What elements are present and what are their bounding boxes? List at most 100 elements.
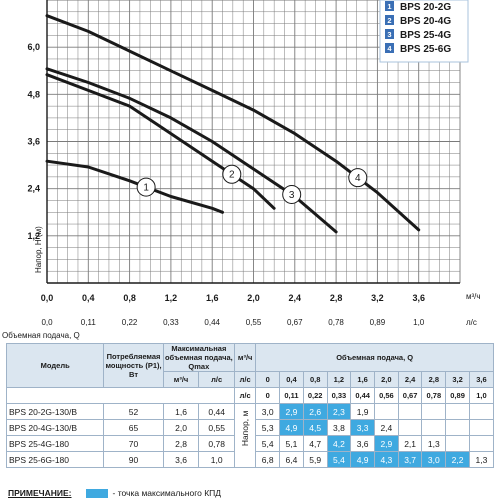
col-qmax-header: Максимальная объемная подача, Qmax (162, 343, 235, 372)
head-cell: 5,1 (279, 435, 304, 452)
flow-ls-cell: 0,89 (445, 387, 470, 404)
legend-label: BPS 20-2G (400, 2, 451, 13)
flow-ls-cell: 0,22 (302, 387, 328, 404)
flow-unit-ls-row: л/с (233, 387, 257, 404)
curve-marker-label-2: 2 (229, 170, 235, 181)
flow-col-header: 3,6 (468, 371, 495, 388)
table-row: BPS 25-6G-180 90 3,6 1,0 6,8 6,4 5,9 5,4 4,9 4,3 3… (5, 451, 495, 468)
legend-box (379, 0, 469, 63)
head-cell: 5,9 (302, 451, 328, 468)
flow-ls-cell: 0,33 (326, 387, 352, 404)
legend-badge (385, 43, 394, 53)
chart-labels: 1,2 2,4 3,6 4,8 6,0 0,0 0,4 0,8 1,2 1,6 2,0 2,4 2,8 3… (2, 42, 481, 340)
head-cell: 3,6 (350, 435, 375, 452)
x-tick-label-ls: 1,0 (413, 318, 425, 327)
legend-badge (385, 15, 394, 25)
flow-ls-cell: 0,56 (374, 387, 399, 404)
pump-curve-chart: 1 2 3 4 1,2 2,4 3,6 4,8 6,0 0,0 0,4 0,8 1,2 1,6 2,0 2,… (2, 0, 481, 340)
legend-badge (385, 29, 394, 39)
head-cell (445, 403, 470, 420)
spec-table: Модель Потребляемая мощность (P1), Вт Ма… (5, 343, 495, 468)
head-unit-cell: Напор, м (233, 403, 257, 468)
model-cell: BPS 20-4G-130/B (5, 419, 105, 436)
head-cell (468, 435, 495, 452)
flow-unit-ls: л/с (233, 371, 257, 388)
curve-marker-label-4: 4 (355, 173, 361, 184)
head-cell (468, 403, 495, 420)
value-cell: 1,6 (162, 403, 200, 420)
head-cell: 2,2 (445, 451, 470, 468)
legend-number: 3 (387, 30, 391, 39)
x-tick-label: 0,4 (82, 293, 95, 303)
x-tick-label-ls: 0,78 (328, 318, 344, 327)
head-cell: 4,7 (302, 435, 328, 452)
col-flow-header: Объемная подача, Q (255, 343, 494, 372)
head-cell (397, 403, 423, 420)
flow-ls-cell: 1,0 (468, 387, 495, 404)
flow-col-header: 0,8 (302, 371, 328, 388)
value-cell: 2,0 (162, 419, 200, 436)
curve-1 (45, 159, 224, 214)
curve-marker-label-1: 1 (143, 183, 149, 194)
flow-ls-cell: 0,44 (350, 387, 375, 404)
legend-label: BPS 25-6G (400, 44, 451, 55)
head-cell: 2,6 (302, 403, 328, 420)
value-cell: 1,0 (198, 451, 235, 468)
note-text: - точка максимального КПД (112, 488, 222, 498)
head-cell (421, 419, 447, 436)
y-tick-label: 4,8 (27, 89, 40, 99)
x-tick-label: 0,0 (41, 293, 54, 303)
flow-col-header: 0,4 (279, 371, 304, 388)
head-cell (445, 419, 470, 436)
head-cell: 3,8 (326, 419, 352, 436)
x-tick-label-ls: 0,44 (204, 318, 220, 327)
head-cell: 4,9 (279, 419, 304, 436)
head-cell: 4,9 (350, 451, 375, 468)
head-cell: 4,5 (302, 419, 328, 436)
chart-curves: 1 2 3 4 (45, 14, 421, 234)
head-cell (397, 419, 423, 436)
head-cell: 3,0 (255, 403, 281, 420)
x-tick-label-ls: 0,55 (246, 318, 262, 327)
head-cell: 4,3 (374, 451, 399, 468)
x-tick-label: 1,6 (206, 293, 219, 303)
head-cell: 1,9 (350, 403, 375, 420)
legend-number: 1 (387, 2, 391, 11)
x-tick-label: 3,6 (412, 293, 425, 303)
x-tick-label-ls: 0,11 (81, 318, 97, 327)
value-cell: 0,44 (198, 403, 235, 420)
legend-label: BPS 20-4G (400, 16, 451, 27)
y-tick-label: 2,4 (27, 184, 40, 194)
head-cell: 2,9 (374, 435, 399, 452)
value-cell: 52 (103, 403, 164, 420)
curve-marker-2 (222, 164, 242, 184)
chart-legend: 1 BPS 20-2G 2 BPS 20-4G 3 BPS 25-4G 4 BPS 25-6G (379, 0, 469, 63)
table-note: ПРИМЕЧАНИЕ: - точка максимального КПД (8, 488, 222, 499)
value-cell: 2,8 (162, 435, 200, 452)
flow-col-header: 0 (255, 371, 281, 388)
x-tick-label: 2,0 (247, 293, 260, 303)
value-cell: 70 (103, 435, 164, 452)
qmax-unit-ls: л/с (198, 371, 235, 388)
head-cell (468, 419, 495, 436)
y-tick-label: 6,0 (27, 42, 40, 52)
curve-marker-4 (348, 168, 368, 188)
x-unit-bottom: л/с (466, 318, 477, 327)
x-tick-label-ls: 0,0 (41, 318, 53, 327)
head-cell: 6,8 (255, 451, 281, 468)
curve-2 (45, 73, 276, 210)
chart-axes (46, 0, 460, 284)
head-cell: 3,7 (397, 451, 423, 468)
flow-ls-cell: 0,78 (421, 387, 447, 404)
value-cell: 90 (103, 451, 164, 468)
flow-ls-cell: 0,11 (279, 387, 304, 404)
curve-marker-label-3: 3 (289, 190, 295, 201)
x-tick-label: 2,8 (330, 293, 343, 303)
table-row: BPS 20-4G-130/B 65 2,0 0,55 5,3 4,9 4,5 3,8 3,3 2… (5, 419, 495, 436)
x-tick-label-ls: 0,33 (163, 318, 179, 327)
value-cell: 0,55 (198, 419, 235, 436)
y-axis-label: Напор, H (м) (34, 226, 43, 273)
flow-col-header: 3,2 (445, 371, 470, 388)
x-tick-label: 2,4 (289, 293, 302, 303)
flow-col-header: 2,8 (421, 371, 447, 388)
